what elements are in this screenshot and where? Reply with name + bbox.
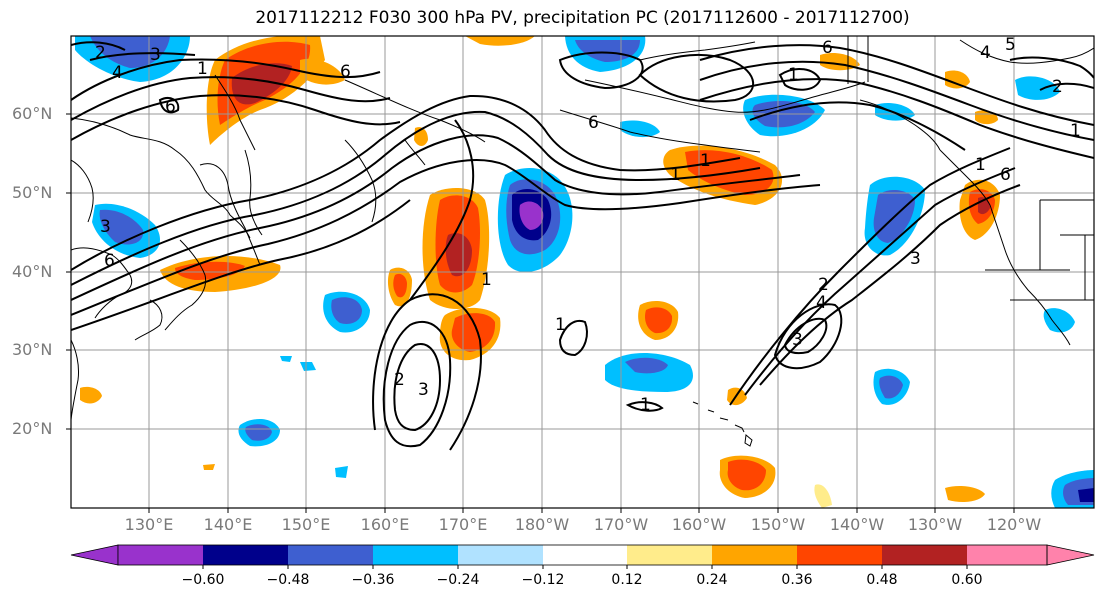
lat-label: 20°N <box>12 419 53 438</box>
contour-label: 2 <box>818 275 829 295</box>
map-title: 2017112212 F030 300 hPa PV, precipitatio… <box>255 8 910 28</box>
contour-label: 2 <box>1052 77 1063 97</box>
contour-label: 1 <box>1070 121 1081 141</box>
colorbar-swatch <box>712 545 797 565</box>
contour-label: 3 <box>100 217 111 237</box>
lon-label: 130°W <box>907 515 963 534</box>
gridlines <box>71 36 1094 508</box>
colorbar-swatch <box>118 545 203 565</box>
contour-label: 4 <box>980 43 991 63</box>
colorbar-min-arrow <box>70 544 119 566</box>
colorbar-swatch <box>373 545 458 565</box>
contour-label: 4 <box>112 63 123 83</box>
lat-label: 50°N <box>12 183 53 202</box>
contour-label: 1 <box>788 65 799 85</box>
contour-label: 2 <box>95 43 106 63</box>
colorbar <box>70 544 1095 569</box>
colorbar-tick-label: −0.48 <box>266 572 310 588</box>
contour-labels: 2 3 4 1 6 6 6 6 6 1 4 2 1 1 2 3 1 1 1 2 … <box>95 35 1081 415</box>
colorbar-swatch <box>203 545 288 565</box>
colorbar-tick-label: −0.12 <box>521 572 565 588</box>
contour-label: 6 <box>104 251 115 271</box>
colorbar-swatch <box>543 545 627 565</box>
lon-label: 140°E <box>203 515 253 534</box>
colorbar-tick-label: 0.60 <box>951 572 983 588</box>
colorbar-swatch <box>288 545 373 565</box>
lon-label: 130°E <box>124 515 174 534</box>
contour-label: 6 <box>588 113 599 133</box>
contour-label: 3 <box>910 249 921 269</box>
lat-label: 60°N <box>12 104 53 123</box>
colorbar-tick-label: −0.36 <box>351 572 395 588</box>
contour-label: 1 <box>481 270 492 290</box>
colorbar-swatch <box>967 545 1047 565</box>
contour-label: 2 <box>394 370 405 390</box>
contour-label: 1 <box>670 165 681 185</box>
colorbar-tick-label: 0.12 <box>611 572 643 588</box>
colorbar-tick-label: −0.60 <box>181 572 225 588</box>
contour-label: 3 <box>150 45 161 65</box>
contour-label: 1 <box>700 151 711 171</box>
colorbar-frame <box>117 544 1048 566</box>
lon-label: 160°W <box>671 515 727 534</box>
colorbar-tick-label: 0.36 <box>781 572 813 588</box>
contour-label: 1 <box>975 155 986 175</box>
contour-label: 4 <box>816 293 827 313</box>
colorbar-swatch <box>797 545 882 565</box>
colorbar-swatch <box>458 545 543 565</box>
contour-label: 1 <box>197 59 208 79</box>
lon-label: 170°W <box>593 515 649 534</box>
coastlines <box>71 36 1094 447</box>
contour-label: 3 <box>418 380 429 400</box>
contour-label: 6 <box>165 97 176 117</box>
lat-label: 30°N <box>12 340 53 359</box>
contour-label: 1 <box>640 395 651 415</box>
contour-label: 6 <box>340 62 351 82</box>
lat-label: 40°N <box>12 262 53 281</box>
colorbar-tick-label: 0.24 <box>696 572 728 588</box>
pv-contours <box>71 41 1094 451</box>
contour-label: 5 <box>1005 35 1016 55</box>
colorbar-tick-label: −0.24 <box>436 572 480 588</box>
axis-ticks <box>66 113 1015 513</box>
colorbar-max-arrow <box>1046 544 1095 566</box>
lon-label: 120°W <box>986 515 1042 534</box>
lon-label: 140°W <box>829 515 885 534</box>
colorbar-swatch <box>627 545 712 565</box>
lon-label: 150°W <box>750 515 806 534</box>
lon-label: 150°E <box>281 515 331 534</box>
lon-label: 180°W <box>514 515 570 534</box>
contour-label: 6 <box>822 38 833 58</box>
colorbar-tick-label: 0.48 <box>866 572 898 588</box>
contour-label: 6 <box>1000 165 1011 185</box>
lon-label: 160°E <box>360 515 410 534</box>
colorbar-swatch <box>882 545 967 565</box>
lon-label: 170°E <box>438 515 488 534</box>
contour-label: 3 <box>792 330 803 350</box>
contour-label: 1 <box>555 315 566 335</box>
